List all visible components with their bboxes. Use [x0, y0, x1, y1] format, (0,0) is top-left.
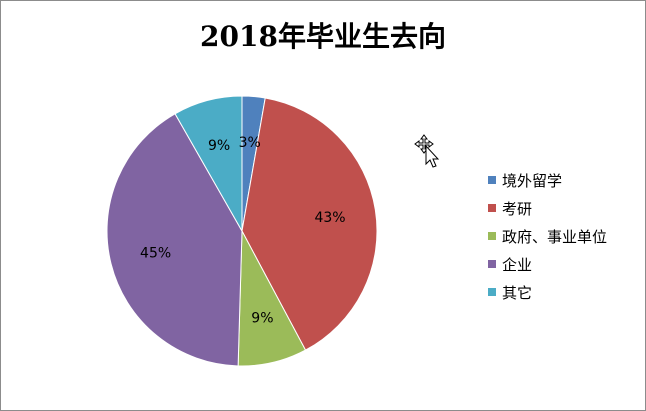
- legend-item-2: 政府、事业单位: [488, 222, 607, 250]
- slice-data-label: 45%: [140, 246, 171, 262]
- chart-legend[interactable]: 境外留学 考研 政府、事业单位 企业 其它: [488, 166, 607, 306]
- legend-item-0: 境外留学: [488, 166, 607, 194]
- legend-swatch: [488, 288, 496, 296]
- legend-label: 考研: [502, 199, 533, 218]
- slice-data-label: 43%: [314, 210, 345, 226]
- slice-data-label: 9%: [208, 138, 230, 154]
- legend-swatch: [488, 260, 496, 268]
- legend-item-4: 其它: [488, 278, 607, 306]
- pie-slice[interactable]: [106, 113, 243, 367]
- pie-slice[interactable]: [174, 95, 243, 233]
- legend-label: 境外留学: [502, 171, 563, 190]
- legend-swatch: [488, 176, 496, 184]
- legend-item-3: 企业: [488, 250, 607, 278]
- slice-data-label: 9%: [251, 311, 273, 327]
- chart-title: 2018年毕业生去向: [200, 20, 446, 53]
- legend-swatch: [488, 204, 496, 212]
- slice-data-label: 3%: [239, 135, 261, 151]
- pie-slice[interactable]: [241, 97, 378, 351]
- legend-swatch: [488, 232, 496, 240]
- legend-label: 企业: [502, 255, 533, 274]
- legend-item-1: 考研: [488, 194, 607, 222]
- legend-label: 其它: [502, 283, 533, 302]
- legend-label: 政府、事业单位: [502, 227, 608, 246]
- move-arrow-cursor-icon: [414, 134, 440, 168]
